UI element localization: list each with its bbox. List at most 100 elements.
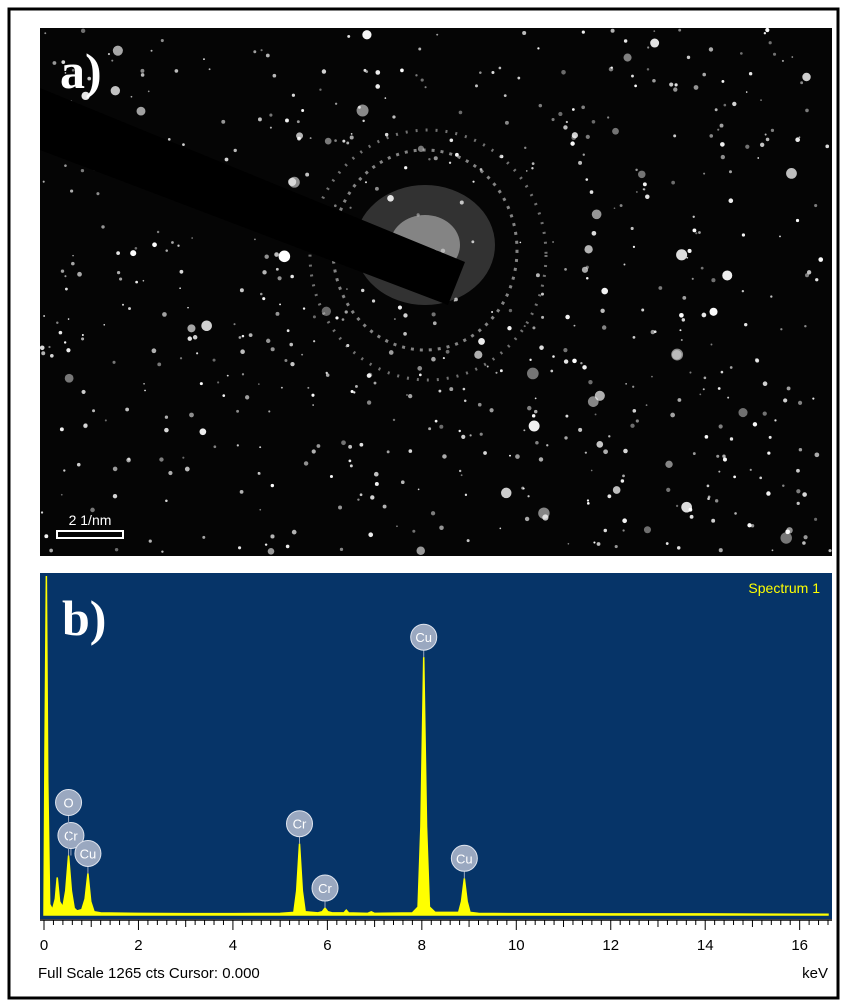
spot bbox=[275, 311, 280, 316]
spot bbox=[642, 182, 647, 187]
x-tick-label: 10 bbox=[508, 937, 525, 954]
spot bbox=[650, 329, 656, 335]
spot bbox=[586, 499, 590, 502]
spot bbox=[782, 484, 785, 487]
spot bbox=[749, 468, 752, 471]
spot bbox=[522, 487, 525, 490]
spot bbox=[397, 305, 403, 310]
spot bbox=[201, 320, 212, 332]
spot bbox=[632, 408, 637, 413]
spot bbox=[192, 335, 198, 340]
spot bbox=[140, 73, 145, 77]
spot bbox=[392, 115, 396, 119]
spot bbox=[368, 532, 374, 538]
spot bbox=[59, 427, 64, 432]
spot bbox=[303, 461, 309, 466]
spot bbox=[734, 512, 737, 515]
spot bbox=[607, 116, 610, 119]
spot bbox=[572, 358, 577, 364]
spot bbox=[766, 491, 771, 496]
spot bbox=[384, 132, 389, 137]
spot bbox=[307, 386, 310, 389]
spot bbox=[371, 299, 376, 303]
spot bbox=[116, 271, 121, 275]
spot bbox=[499, 527, 502, 530]
spot bbox=[291, 529, 297, 535]
spot bbox=[439, 424, 444, 429]
spot bbox=[66, 348, 71, 353]
peak-badge bbox=[74, 839, 102, 867]
spot bbox=[449, 387, 454, 392]
spot bbox=[253, 50, 257, 54]
peak-label: Cr bbox=[293, 817, 307, 832]
spot bbox=[703, 376, 707, 380]
spot bbox=[42, 180, 45, 183]
spot bbox=[466, 539, 470, 543]
peak-label: O bbox=[63, 796, 73, 811]
x-tick-label: 0 bbox=[40, 937, 48, 954]
spot bbox=[741, 233, 746, 237]
spot bbox=[795, 218, 800, 223]
spot bbox=[268, 410, 271, 413]
spot bbox=[741, 289, 745, 293]
spot bbox=[448, 161, 452, 164]
spot bbox=[233, 148, 237, 153]
spot bbox=[483, 451, 487, 455]
spot bbox=[531, 167, 534, 170]
spot bbox=[321, 69, 327, 74]
spot bbox=[651, 375, 653, 378]
x-axis-label: keV bbox=[802, 965, 828, 982]
spot bbox=[224, 157, 229, 162]
spot bbox=[361, 288, 365, 293]
spot bbox=[565, 120, 568, 124]
spot bbox=[495, 371, 498, 374]
panel-label: b) bbox=[62, 590, 106, 646]
spot bbox=[80, 168, 85, 173]
spot bbox=[134, 246, 138, 250]
spot bbox=[400, 68, 404, 73]
spot bbox=[608, 435, 611, 438]
spot bbox=[341, 440, 346, 446]
spot bbox=[814, 203, 818, 208]
spot bbox=[563, 348, 568, 353]
spot bbox=[70, 189, 74, 193]
spot bbox=[267, 547, 275, 555]
spot bbox=[239, 288, 244, 293]
spot bbox=[802, 492, 807, 497]
spot bbox=[528, 420, 540, 432]
spot bbox=[522, 31, 527, 36]
spot bbox=[596, 441, 604, 448]
spot bbox=[762, 411, 767, 416]
spot bbox=[552, 355, 555, 358]
spot bbox=[77, 271, 82, 277]
spot bbox=[147, 90, 150, 93]
spot bbox=[765, 137, 770, 142]
spot bbox=[238, 336, 242, 339]
spot bbox=[722, 454, 726, 458]
spot bbox=[285, 118, 289, 123]
spot bbox=[142, 279, 145, 282]
spot bbox=[665, 542, 669, 545]
spot bbox=[479, 432, 483, 436]
spot bbox=[645, 194, 650, 200]
spot bbox=[643, 526, 652, 534]
spot bbox=[388, 350, 394, 355]
spot bbox=[248, 333, 253, 338]
spot bbox=[136, 106, 146, 116]
spot bbox=[717, 387, 721, 390]
spot bbox=[165, 499, 168, 503]
spot bbox=[258, 383, 260, 385]
spot bbox=[359, 442, 364, 447]
spot bbox=[702, 72, 706, 77]
spot bbox=[362, 30, 372, 40]
spot bbox=[272, 73, 277, 78]
spot bbox=[571, 135, 577, 141]
spot bbox=[601, 287, 609, 295]
spot bbox=[786, 386, 791, 391]
spot bbox=[107, 52, 111, 56]
spot bbox=[634, 84, 637, 88]
x-tick-label: 14 bbox=[697, 937, 714, 954]
spot bbox=[680, 338, 683, 341]
spot bbox=[286, 329, 290, 333]
